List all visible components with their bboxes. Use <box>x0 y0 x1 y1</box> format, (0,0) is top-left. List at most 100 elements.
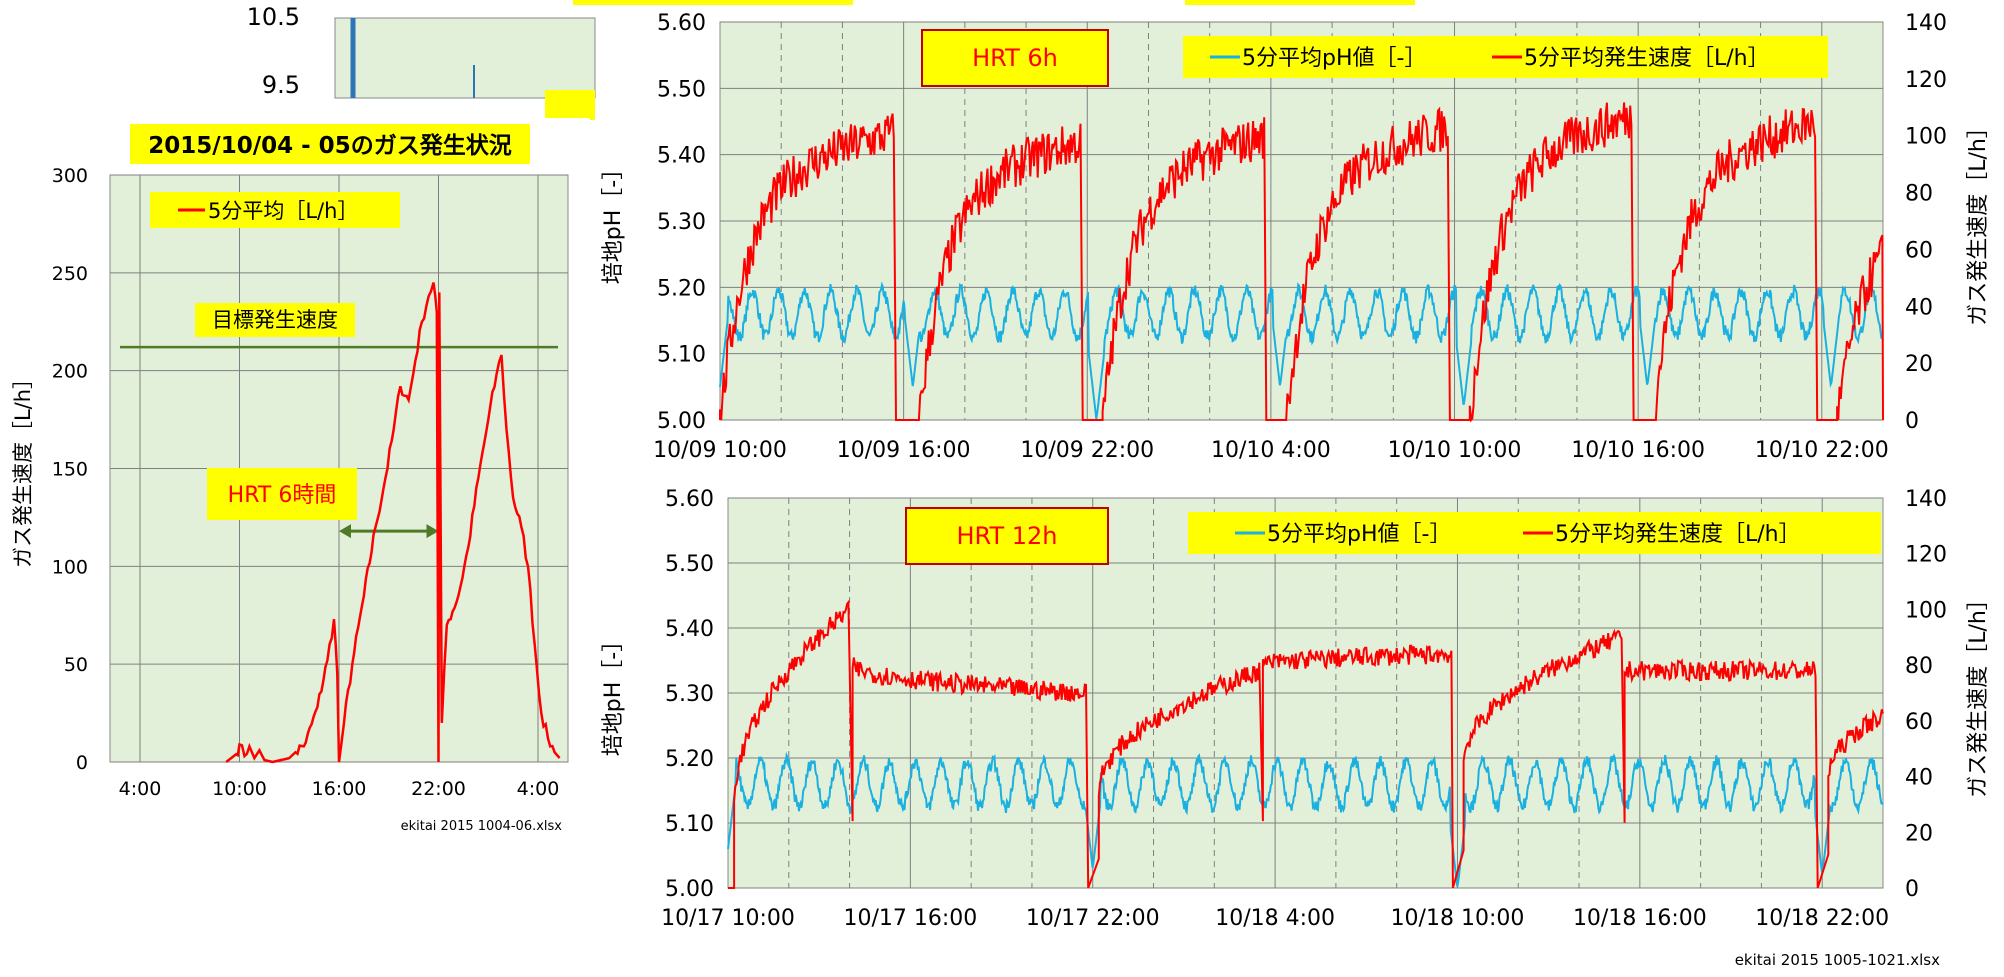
bot-xtick-label: 10/17 16:00 <box>843 906 977 931</box>
top-left-y-axis-label: 培地pH［-］ <box>601 158 626 284</box>
hrt-arrowhead-left <box>339 524 351 539</box>
bot-left-ytick-label: 5.30 <box>665 682 714 707</box>
left-legend-label: 5分平均［L/h］ <box>208 199 358 223</box>
left-ytick-label: 150 <box>52 459 88 481</box>
top-right-ytick-label: 40 <box>1905 295 1933 320</box>
top-xtick-label: 10/10 16:00 <box>1571 438 1705 463</box>
target-label: 目標発生速度 <box>212 308 338 332</box>
top-xtick-label: 10/09 22:00 <box>1020 438 1154 463</box>
top-right-ytick-label: 0 <box>1905 409 1919 434</box>
bot-left-ytick-label: 5.00 <box>665 877 714 902</box>
bottom-ph-series <box>727 751 1884 887</box>
hrt-arrowhead-right <box>426 524 439 539</box>
top-right-ytick-label: 60 <box>1905 238 1933 263</box>
bottom-gas-series <box>728 599 1884 889</box>
left-ytick-label: 50 <box>64 654 88 676</box>
hrt-annotation-box <box>207 468 357 520</box>
top-xtick-label: 10/10 4:00 <box>1211 438 1331 463</box>
bottom-legend-gas: 5分平均発生速度［L/h］ <box>1555 522 1801 547</box>
top-left-ytick-label: 5.10 <box>657 343 706 368</box>
top-left-ytick-label: 5.50 <box>657 77 706 102</box>
top-legend-gas: 5分平均発生速度［L/h］ <box>1524 46 1770 71</box>
bot-xtick-label: 10/17 10:00 <box>661 906 795 931</box>
bottom-x-ticks: 10/17 10:00 10/17 16:00 10/17 22:00 10/18 4… <box>661 906 1889 931</box>
top-right-y-axis-label: ガス発生速度［L/h］ <box>1966 116 1991 326</box>
bot-right-ytick-label: 120 <box>1905 543 1947 568</box>
left-y-ticks: 0 50 100 150 200 250 300 <box>52 165 88 774</box>
top-xtick-label: 10/09 16:00 <box>837 438 971 463</box>
top-hrt-label: HRT 6h <box>972 44 1058 72</box>
bottom-right-y-axis-label: ガス発生速度［L/h］ <box>1966 588 1991 798</box>
background-chart: 10.5 9.5 <box>247 0 1415 120</box>
bottom-right-y-ticks: 0 20 40 60 80 100 120 140 <box>1905 487 1947 902</box>
bottom-chart: 5.00 5.10 5.20 5.30 5.40 5.50 5.60 0 20 40 60 80 10… <box>601 487 1991 969</box>
bot-left-ytick-label: 5.20 <box>665 747 714 772</box>
bot-right-ytick-label: 40 <box>1905 766 1933 791</box>
top-right-ytick-label: 80 <box>1905 182 1933 207</box>
top-right-ytick-label: 140 <box>1905 11 1947 36</box>
bot-xtick-label: 10/18 4:00 <box>1215 906 1335 931</box>
background-plot <box>334 17 596 99</box>
top-ph-series <box>719 281 1884 420</box>
top-chart: 5.00 5.10 5.20 5.30 5.40 5.50 5.60 0 20 40 60 80 10… <box>601 11 1991 463</box>
top-left-ytick-label: 5.40 <box>657 144 706 169</box>
bottom-footnote: ekitai 2015 1005-1021.xlsx <box>1735 951 1940 969</box>
bot-right-ytick-label: 140 <box>1905 487 1947 512</box>
left-xtick-label: 4:00 <box>517 778 560 800</box>
top-hrt-box <box>921 29 1109 87</box>
top-right-ytick-label: 100 <box>1905 125 1947 150</box>
top-right-ytick-label: 120 <box>1905 68 1947 93</box>
top-right-ytick-label: 20 <box>1905 352 1933 377</box>
top-left-ytick-label: 5.30 <box>657 210 706 235</box>
left-y-axis-label: ガス発生速度［L/h］ <box>11 368 35 568</box>
top-xtick-label: 10/09 10:00 <box>653 438 787 463</box>
left-ytick-label: 300 <box>52 165 88 187</box>
bot-right-ytick-label: 60 <box>1905 710 1933 735</box>
left-xtick-label: 4:00 <box>119 778 162 800</box>
bot-xtick-label: 10/18 10:00 <box>1391 906 1525 931</box>
left-ytick-label: 250 <box>52 263 88 285</box>
left-x-ticks: 4:00 10:00 16:00 22:00 4:00 <box>119 778 560 800</box>
top-left-ytick-label: 5.60 <box>657 11 706 36</box>
bot-xtick-label: 10/18 16:00 <box>1573 906 1707 931</box>
bot-left-ytick-label: 5.10 <box>665 812 714 837</box>
left-ytick-label: 100 <box>52 556 88 578</box>
top-right-y-ticks: 0 20 40 60 80 100 120 140 <box>1905 11 1947 434</box>
bot-left-ytick-label: 5.60 <box>665 487 714 512</box>
left-footnote: ekitai 2015 1004-06.xlsx <box>401 819 563 834</box>
background-highlight <box>573 0 853 5</box>
top-left-ytick-label: 5.20 <box>657 276 706 301</box>
left-chart: 2015/10/04 - 05のガス発生状況 0 50 100 150 200 250 30… <box>0 118 590 963</box>
top-legend-ph: 5分平均pH値［-］ <box>1242 46 1426 71</box>
bot-right-ytick-label: 100 <box>1905 598 1947 623</box>
top-xtick-label: 10/10 10:00 <box>1388 438 1522 463</box>
left-xtick-label: 22:00 <box>411 778 466 800</box>
top-gas-series <box>719 102 1884 423</box>
hrt-arrow <box>339 524 439 539</box>
target-label-box <box>195 303 355 337</box>
background-highlight <box>1185 0 1415 5</box>
left-xtick-label: 16:00 <box>312 778 367 800</box>
left-ytick-label: 200 <box>52 361 88 383</box>
bottom-legend-ph: 5分平均pH値［-］ <box>1267 522 1451 547</box>
top-left-ytick-label: 5.00 <box>657 409 706 434</box>
background-highlight <box>545 90 595 120</box>
bot-left-ytick-label: 5.40 <box>665 617 714 642</box>
bot-right-ytick-label: 80 <box>1905 654 1933 679</box>
background-ytick: 9.5 <box>262 71 300 99</box>
bottom-hrt-label: HRT 12h <box>956 522 1057 550</box>
left-series-line <box>225 282 561 764</box>
left-ytick-label: 0 <box>76 752 88 774</box>
bot-right-ytick-label: 20 <box>1905 821 1933 846</box>
bottom-hrt-box <box>905 507 1109 565</box>
background-ytick: 10.5 <box>247 3 300 31</box>
top-left-y-ticks: 5.00 5.10 5.20 5.30 5.40 5.50 5.60 <box>657 11 706 434</box>
bot-xtick-label: 10/17 22:00 <box>1026 906 1160 931</box>
left-chart-title-box <box>130 124 530 164</box>
left-xtick-label: 10:00 <box>212 778 267 800</box>
bot-xtick-label: 10/18 22:00 <box>1755 906 1889 931</box>
bot-left-ytick-label: 5.50 <box>665 552 714 577</box>
top-x-ticks: 10/09 10:00 10/09 16:00 10/09 22:00 10/10 4… <box>653 438 1889 463</box>
left-grid <box>110 174 568 763</box>
